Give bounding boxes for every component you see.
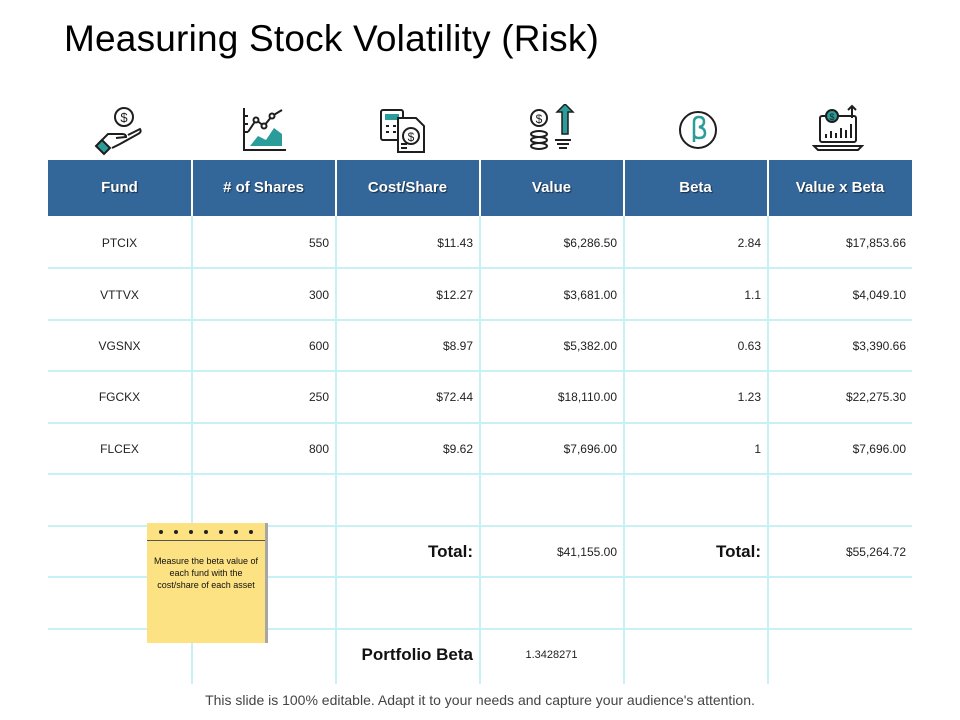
total-label-value: Total:	[427, 542, 473, 561]
grid-line	[48, 370, 912, 372]
header-divider	[623, 160, 625, 216]
portfolio-beta-label: Portfolio Beta	[361, 645, 473, 664]
svg-text:$: $	[408, 130, 415, 144]
footer-text: This slide is 100% editable. Adapt it to…	[205, 692, 755, 708]
table-cell: 550	[308, 236, 329, 250]
header-divider	[767, 160, 769, 216]
sticky-note-dots	[147, 523, 265, 541]
header-value-x-beta: Value x Beta	[795, 179, 885, 196]
hand-dollar-icon: $	[94, 104, 146, 156]
header-cost-share: Cost/Share	[367, 179, 448, 196]
table-cell: $4,049.10	[852, 288, 906, 302]
grid-line	[48, 422, 912, 424]
table-cell: 0.63	[737, 339, 761, 353]
table-cell: 600	[308, 339, 329, 353]
sticky-note: Measure the beta value of each fund with…	[147, 523, 265, 643]
grid-line	[767, 216, 769, 684]
total-value: $41,155.00	[556, 545, 617, 559]
coins-arrow-up-icon: $	[527, 102, 579, 156]
table-cell: $8.97	[442, 339, 473, 353]
svg-text:$: $	[829, 112, 834, 122]
total-label-value-x-beta: Total:	[715, 542, 761, 561]
grid-line	[479, 216, 481, 684]
header-divider	[335, 160, 337, 216]
grid-line	[48, 319, 912, 321]
grid-line	[48, 525, 912, 527]
table-cell: 1.23	[737, 390, 761, 404]
table-cell: $12.27	[436, 288, 473, 302]
table-cell: 800	[308, 442, 329, 456]
table-cell: $7,696.00	[563, 442, 617, 456]
table-cell: $3,681.00	[563, 288, 617, 302]
grid-line	[335, 216, 337, 684]
header-beta: Beta	[679, 179, 712, 196]
table-cell: 300	[308, 288, 329, 302]
grid-line	[191, 216, 193, 684]
table-cell-fund: PTCIX	[101, 236, 138, 250]
table-cell: $6,286.50	[563, 236, 617, 250]
table-cell: 2.84	[737, 236, 761, 250]
table-cell-fund: FLCEX	[100, 442, 139, 456]
header-divider	[479, 160, 481, 216]
table-cell: $22,275.30	[845, 390, 906, 404]
portfolio-beta-value: 1.3428271	[525, 649, 578, 661]
table-cell: $9.62	[442, 442, 473, 456]
grid-line	[48, 576, 912, 578]
laptop-chart-icon: $	[811, 104, 865, 156]
table-cell-fund: VGSNX	[98, 339, 141, 353]
table-cell: 250	[308, 390, 329, 404]
grid-line	[48, 267, 912, 269]
beta-icon	[672, 104, 724, 156]
grid-line	[48, 473, 912, 475]
table-cell: $11.43	[437, 236, 473, 250]
table-cell: $3,390.66	[852, 339, 906, 353]
table-cell: $5,382.00	[563, 339, 617, 353]
header-value: Value	[531, 179, 572, 196]
table-cell: $72.44	[436, 390, 473, 404]
page-title: Measuring Stock Volatility (Risk)	[64, 18, 600, 59]
header-divider	[191, 160, 193, 216]
table-cell-fund: FGCKX	[98, 390, 141, 404]
svg-text:$: $	[536, 112, 543, 126]
calculator-document-icon: $	[378, 104, 430, 156]
svg-text:$: $	[120, 110, 128, 125]
header-fund: Fund	[101, 179, 138, 196]
table-cell: $18,110.00	[557, 390, 617, 404]
table-cell-fund: VTTVX	[100, 288, 139, 302]
table-cell: 1.1	[744, 288, 761, 302]
grid-line	[623, 216, 625, 684]
sticky-note-text: Measure the beta value of each fund with…	[153, 556, 259, 590]
header-shares: # of Shares	[223, 179, 304, 196]
table-cell: $7,696.00	[852, 442, 906, 456]
total-value-x-beta: $55,264.72	[845, 545, 906, 559]
grid-line	[48, 628, 912, 630]
line-chart-icon	[238, 104, 290, 156]
table-cell: 1	[754, 442, 761, 456]
table-cell: $17,853.66	[845, 236, 906, 250]
